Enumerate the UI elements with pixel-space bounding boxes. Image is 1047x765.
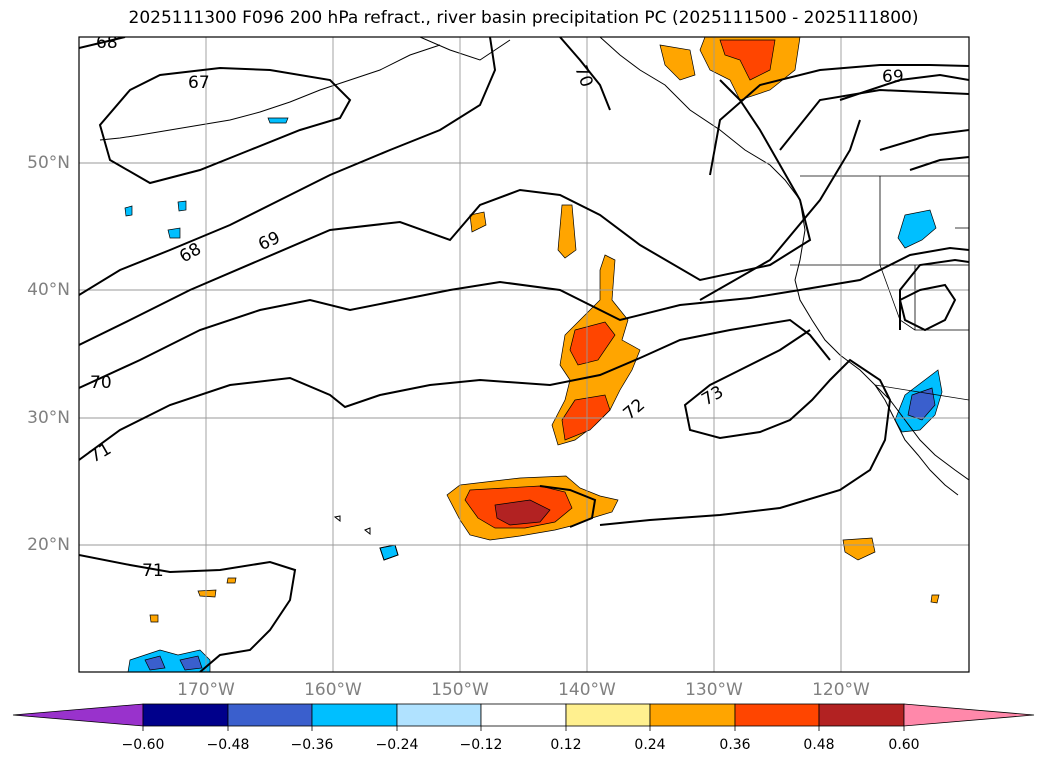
colorbar-segment	[818, 703, 905, 727]
precip-fill-layer	[124, 37, 943, 672]
precip-neg-strong-region	[144, 655, 166, 671]
colorbar-tick-label: −0.60	[121, 737, 165, 753]
contour-line	[709, 64, 969, 176]
precip-positive-region	[842, 537, 876, 561]
contour-label: 72	[620, 395, 649, 424]
contour-line	[79, 37, 126, 49]
precip-positive-region	[197, 589, 217, 598]
coastline-hawaii	[333, 515, 399, 561]
contour-label: 70	[90, 373, 112, 393]
contour-line	[79, 554, 297, 672]
lon-label: 170°W	[177, 680, 235, 700]
colorbar-segment	[396, 703, 482, 727]
lon-label: 130°W	[685, 680, 743, 700]
lat-label: 20°N	[27, 535, 70, 555]
precip-neg-strong-region	[907, 387, 936, 421]
colorbar-tick-label: −0.36	[290, 737, 334, 753]
coastline-baja	[874, 384, 959, 496]
coastline-north-america	[599, 37, 969, 481]
precip-negative-region	[897, 209, 937, 249]
contour-line	[79, 79, 812, 346]
contour-line	[779, 88, 969, 151]
lat-label: 40°N	[27, 280, 70, 300]
colorbar-tick-label: 0.60	[888, 737, 920, 753]
coastline-alaska	[419, 37, 511, 61]
colorbar-segment	[480, 703, 567, 727]
contour-line	[559, 37, 611, 111]
precip-negative-region	[124, 205, 133, 217]
lon-label: 140°W	[558, 680, 616, 700]
map-title: 2025111300 F096 200 hPa refract., river …	[128, 8, 919, 28]
contour-label: 73	[698, 382, 727, 410]
contour-line	[599, 329, 892, 526]
precip-positive-region	[930, 594, 940, 604]
precip-strong-region	[719, 39, 776, 81]
contour-label: 68	[96, 33, 118, 53]
map-panel: 68 67 70 69 68 69 70 71 72 73 71	[79, 33, 969, 672]
contour-label: 69	[882, 67, 904, 87]
coastline-layer	[99, 37, 969, 561]
colorbar-segment	[311, 703, 398, 727]
contour-line	[539, 485, 597, 528]
colorbar-segment	[227, 703, 313, 727]
contour-line	[79, 246, 969, 389]
border-layer	[790, 175, 969, 401]
precip-strong-region	[569, 321, 616, 366]
map-frame	[78, 36, 970, 673]
precip-neg-strong-region	[179, 655, 203, 671]
contour-line	[79, 37, 497, 296]
lat-label: 30°N	[27, 408, 70, 428]
precip-negative-region	[167, 227, 181, 239]
colorbar-tick-label: −0.12	[459, 737, 503, 753]
contour-label: 67	[188, 73, 210, 93]
lon-label: 150°W	[431, 680, 489, 700]
contour-line	[699, 119, 861, 301]
precip-positive-region	[226, 577, 237, 584]
colorbar-segment	[565, 703, 651, 727]
precip-positive-region	[149, 614, 159, 623]
precip-positive-region	[469, 211, 487, 233]
colorbar-extend-high	[903, 703, 1035, 727]
lon-label: 160°W	[304, 680, 362, 700]
colorbar-tick-label: 0.48	[803, 737, 835, 753]
precip-negative-region	[267, 117, 289, 124]
contour-line	[98, 66, 352, 185]
colorbar-tick-label: 0.24	[634, 737, 666, 753]
contour-label: 71	[86, 439, 115, 467]
contour-layer	[79, 37, 969, 672]
contour-label: 68	[176, 239, 205, 267]
contour-label: 71	[142, 561, 164, 581]
colorbar-tick-label: −0.48	[206, 737, 250, 753]
colorbar-extend-low	[12, 703, 144, 727]
colorbar-segment	[734, 703, 820, 727]
colorbar-segment	[142, 703, 229, 727]
contour-line	[909, 156, 969, 171]
precip-positive-region	[557, 204, 577, 259]
colorbar	[12, 703, 1035, 731]
colorbar-tick-label: 0.36	[719, 737, 751, 753]
colorbar-tick-label: −0.24	[375, 737, 419, 753]
contour-line	[898, 283, 957, 332]
contour-line	[899, 258, 969, 330]
precip-very-strong-region	[494, 499, 551, 526]
contour-line	[79, 318, 831, 461]
colorbar-tick-label: 0.12	[550, 737, 582, 753]
lat-label: 50°N	[27, 153, 70, 173]
colorbar-segment	[649, 703, 736, 727]
lon-label: 120°W	[812, 680, 870, 700]
contour-line	[879, 129, 969, 151]
precip-negative-region	[177, 200, 187, 212]
precip-strong-region	[561, 394, 611, 441]
coastline-alaska-islands	[99, 44, 441, 141]
border-states	[790, 176, 969, 401]
contour-label: 70	[570, 63, 596, 90]
contour-line	[839, 73, 969, 101]
colorbar-ticks	[142, 726, 905, 731]
precip-positive-region	[659, 44, 696, 81]
graticule	[79, 37, 969, 672]
